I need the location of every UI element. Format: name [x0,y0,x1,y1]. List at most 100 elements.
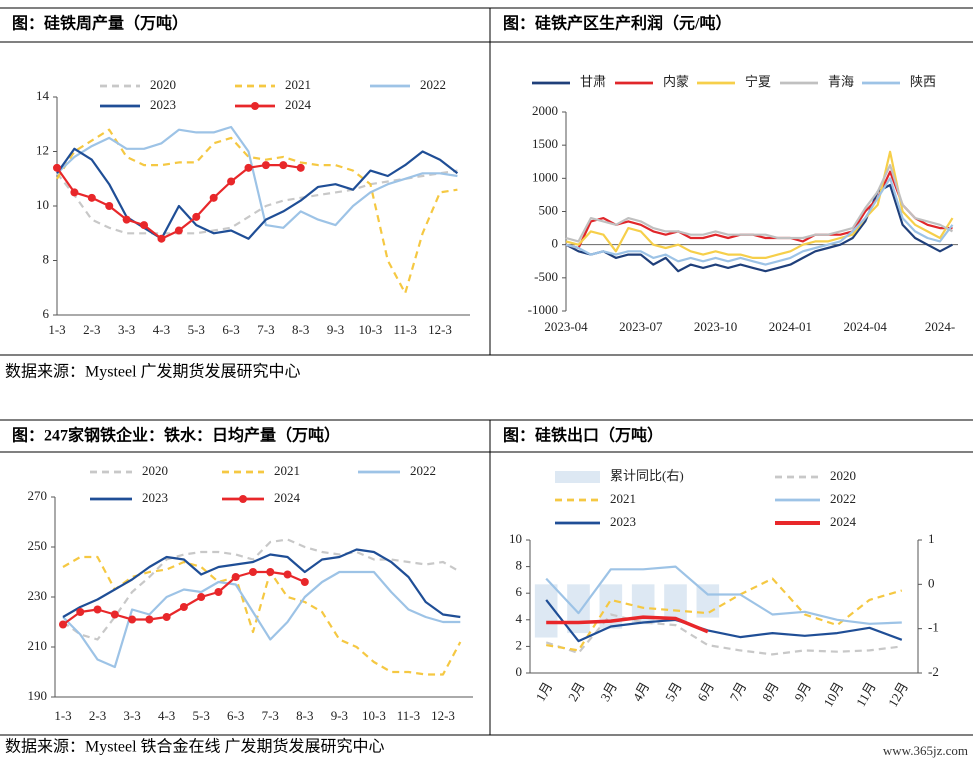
point [197,593,206,601]
x-tick-label: 12月 [885,679,911,709]
y-tick-label: -500 [534,269,558,284]
legend-label: 青海 [828,74,854,89]
point [214,588,223,596]
legend-label: 2023 [150,97,176,112]
point [300,578,309,586]
y2-tick-label: -1 [928,620,939,635]
point [296,163,305,172]
x-tick-label: 3-3 [118,322,135,337]
y2-tick-label: 1 [928,531,935,546]
x-tick-label: 2024-04 [844,319,888,334]
chart-title: 图：247家钢铁企业：铁水：日均产量（万吨） [12,426,340,445]
point [122,215,131,224]
point [76,608,85,616]
point [53,163,61,172]
x-tick-label: 2023-04 [544,319,588,334]
source-note: 数据来源：Mysteel 铁合金在线 广发期货发展研究中心 [5,738,385,756]
x-tick-label: 10-3 [358,322,382,337]
bar [631,584,655,625]
y-tick-label: 230 [28,588,48,603]
x-tick-label: 3-3 [123,708,140,723]
x-tick-label: 10-3 [362,708,386,723]
y-tick-label: 2 [516,637,523,652]
legend-swatch [555,471,600,483]
x-tick-label: 1-3 [48,322,65,337]
point [87,193,96,202]
x-tick-label: 3月 [597,679,620,703]
point [279,161,288,170]
x-tick-label: 2023-10 [694,319,737,334]
chart-title: 图：硅铁周产量（万吨） [12,14,188,33]
point [59,620,67,629]
x-tick-label: 2-3 [83,322,100,337]
point [162,613,171,621]
x-tick-label: 5月 [662,679,685,703]
x-tick-label: 9-3 [331,708,348,723]
legend-label: 2021 [285,77,311,92]
x-tick-label: 2月 [565,679,588,703]
point [261,161,270,170]
y-tick-label: 1000 [532,169,558,184]
point [179,603,188,611]
x-tick-label: 8月 [759,679,782,703]
x-tick-label: 2-3 [89,708,106,723]
series-line [565,183,954,273]
legend-label: 2024 [274,490,301,505]
chart-title: 图：硅铁出口（万吨） [503,426,663,445]
x-tick-label: 6-3 [227,708,244,723]
y-tick-label: 250 [28,538,48,553]
y2-tick-label: 0 [928,575,935,590]
x-tick-label: 5-3 [188,322,205,337]
y-tick-label: 0 [516,664,523,679]
x-tick-label: 4-3 [158,708,175,723]
y-tick-label: 14 [36,88,50,103]
legend-marker [239,495,247,503]
point [227,177,236,186]
x-tick-label: 2023-07 [619,319,663,334]
legend-label: 陕西 [910,74,936,89]
x-tick-label: 8-3 [296,708,313,723]
y-tick-label: 8 [516,558,523,573]
x-tick-label: 1月 [533,679,556,703]
x-tick-label: 4月 [630,679,653,703]
x-tick-label: 6-3 [222,322,239,337]
x-tick-label: 7-3 [262,708,279,723]
series-line [565,177,954,266]
bar [664,584,687,623]
x-tick-label: 1-3 [54,708,71,723]
y-tick-label: 2000 [532,103,558,118]
x-tick-label: 10月 [820,679,846,709]
y-tick-label: 6 [516,584,523,599]
y-tick-label: 1500 [532,136,558,151]
x-tick-label: 7月 [727,679,750,703]
point [93,605,102,614]
point [110,610,119,619]
legend-label: 2021 [274,463,300,478]
legend-marker [251,102,259,110]
series-line [56,169,458,235]
point [157,234,166,243]
point [209,193,218,202]
legend-label: 2024 [285,97,312,112]
x-tick-label: 2024-01 [769,319,812,334]
x-tick-label: 9-3 [327,322,344,337]
legend-label: 2021 [610,491,636,506]
y-tick-label: 8 [43,251,50,266]
bar [567,584,590,634]
y2-tick-label: -2 [928,664,939,679]
point [283,570,292,579]
legend-label: 2020 [150,77,176,92]
y-tick-label: 270 [28,488,48,503]
legend-label: 宁夏 [745,74,771,89]
legend-label: 内蒙 [663,74,689,89]
y-tick-label: 10 [36,197,49,212]
source-note: 数据来源：Mysteel 广发期货发展研究中心 [5,363,301,381]
x-tick-label: 8-3 [292,322,309,337]
y-tick-label: 6 [43,306,50,321]
x-tick-label: 7-3 [257,322,274,337]
point [140,221,149,230]
legend-label: 2024 [830,514,857,529]
x-tick-label: 11-3 [397,708,420,723]
series-line [62,538,461,641]
point [249,568,257,576]
